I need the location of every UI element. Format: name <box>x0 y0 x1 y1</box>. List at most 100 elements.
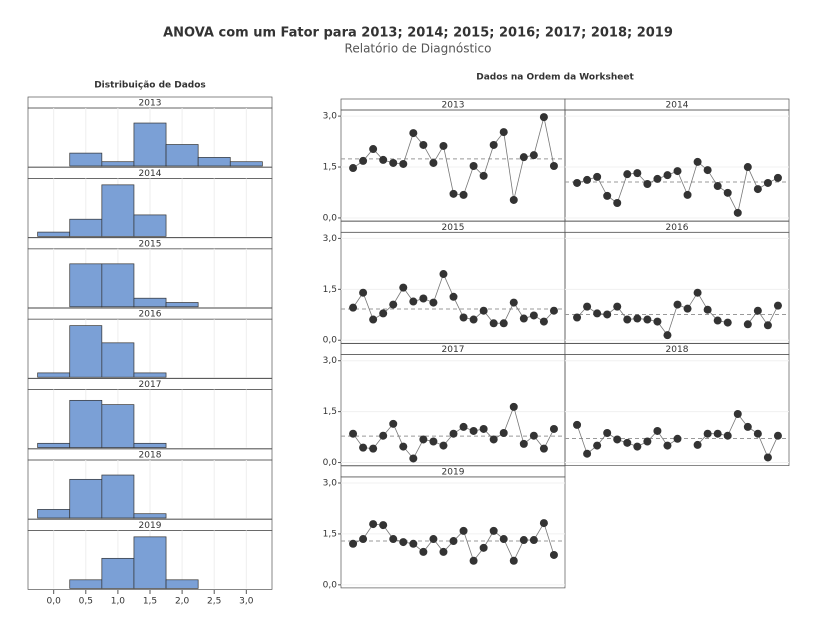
point <box>663 331 672 340</box>
point <box>429 437 438 446</box>
point <box>583 175 592 184</box>
point <box>603 429 612 438</box>
bar <box>165 144 199 167</box>
point <box>529 151 538 160</box>
point <box>359 535 368 544</box>
bar <box>133 214 167 237</box>
panel-label: 2018 <box>139 451 162 461</box>
point <box>469 556 478 565</box>
bar <box>101 161 135 167</box>
point <box>603 310 612 319</box>
point <box>633 169 642 178</box>
bar <box>101 342 135 378</box>
point <box>683 190 692 199</box>
y-tick-label: 0,0 <box>323 336 338 346</box>
panel-label: 2015 <box>442 223 465 233</box>
point <box>429 158 438 167</box>
point <box>613 199 622 208</box>
point <box>613 302 622 311</box>
point <box>703 166 712 175</box>
point <box>529 536 538 545</box>
x-tick-label: 0,5 <box>79 597 93 607</box>
point <box>359 288 368 297</box>
point <box>583 302 592 311</box>
point <box>703 305 712 314</box>
point <box>439 141 448 150</box>
point <box>419 140 428 149</box>
point <box>449 189 458 198</box>
point <box>723 318 732 327</box>
panel-label: 2014 <box>139 169 162 179</box>
point <box>489 319 498 328</box>
point <box>419 294 428 303</box>
point <box>673 434 682 443</box>
point <box>753 306 762 315</box>
y-tick-label: 0,0 <box>323 580 338 590</box>
point <box>459 190 468 199</box>
bar <box>69 218 103 237</box>
bar <box>37 442 71 448</box>
point <box>773 431 782 440</box>
bar <box>37 509 71 519</box>
point <box>389 300 398 309</box>
bar <box>69 263 103 308</box>
point <box>549 162 558 171</box>
point <box>773 173 782 182</box>
point <box>519 153 528 162</box>
point <box>573 420 582 429</box>
panel-label: 2015 <box>139 239 162 249</box>
point <box>449 537 458 546</box>
line-title: Dados na Ordem da Worksheet <box>476 73 634 83</box>
subtitle: Relatório de Diagnóstico <box>345 42 492 56</box>
point <box>673 167 682 176</box>
panel-label: 2017 <box>139 380 162 390</box>
point <box>643 437 652 446</box>
y-tick-label: 1,5 <box>323 163 337 173</box>
point <box>773 301 782 310</box>
point <box>499 128 508 137</box>
point <box>593 172 602 181</box>
point <box>583 449 592 458</box>
point <box>539 444 548 453</box>
point <box>359 156 368 165</box>
bar <box>165 302 199 308</box>
panel-label: 2016 <box>666 223 689 233</box>
point <box>539 519 548 528</box>
point <box>763 321 772 330</box>
title: ANOVA com um Fator para 2013; 2014; 2015… <box>163 26 673 41</box>
point <box>369 145 378 154</box>
bar <box>69 152 103 167</box>
bar <box>69 478 103 519</box>
point <box>633 314 642 323</box>
y-tick-label: 0,0 <box>323 213 338 223</box>
bar <box>133 536 167 589</box>
bar <box>101 557 135 589</box>
bar <box>101 263 135 308</box>
point <box>743 320 752 329</box>
bar <box>69 579 103 589</box>
point <box>369 444 378 453</box>
point <box>409 297 418 306</box>
bar <box>37 231 71 237</box>
point <box>733 208 742 217</box>
point <box>479 306 488 315</box>
point <box>459 422 468 431</box>
y-tick-label: 1,5 <box>323 529 337 539</box>
point <box>459 313 468 322</box>
point <box>389 158 398 167</box>
y-tick-label: 0,0 <box>323 458 338 468</box>
point <box>349 429 358 438</box>
point <box>419 435 428 444</box>
point <box>499 319 508 328</box>
bar <box>69 325 103 378</box>
point <box>663 171 672 180</box>
point <box>419 547 428 556</box>
point <box>653 317 662 326</box>
point <box>449 429 458 438</box>
panel-frame <box>564 354 790 466</box>
y-tick-label: 3,0 <box>323 356 338 366</box>
series-line <box>576 291 779 337</box>
point <box>479 171 488 180</box>
point <box>603 191 612 200</box>
x-tick-label: 1,5 <box>143 597 157 607</box>
